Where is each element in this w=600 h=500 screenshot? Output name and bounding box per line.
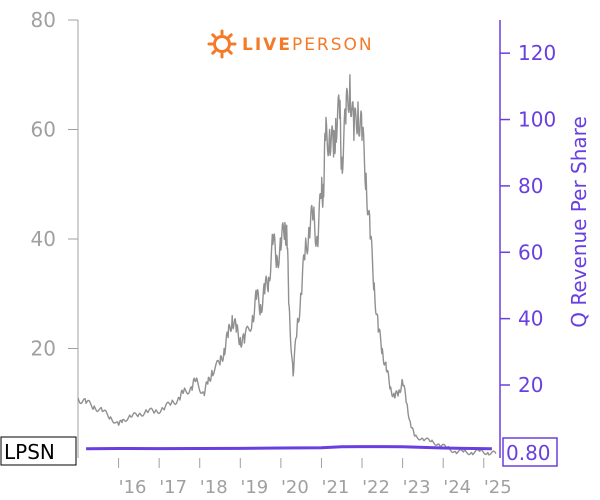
- x-tick-label: '20: [281, 477, 309, 498]
- x-tick-label: '22: [362, 477, 390, 498]
- liveperson-logo: LIVEPERSON: [207, 29, 374, 59]
- ticker-label: LPSN: [4, 440, 55, 464]
- revenue-value-label: 0.80: [506, 441, 551, 465]
- sun-logo-icon: [207, 29, 237, 59]
- left-tick-label: 40: [31, 227, 56, 251]
- logo-text-person: PERSON: [292, 35, 374, 55]
- x-tick-label: '21: [322, 477, 350, 498]
- x-tick-label: '16: [119, 477, 147, 498]
- right-tick-label: 60: [518, 240, 543, 264]
- right-tick-label: 40: [518, 307, 543, 331]
- revenue-series-line: [86, 445, 492, 451]
- left-axis: 20 40 60 80: [31, 8, 79, 458]
- x-axis: '16 '17 '18 '19 '20 '21 '22 '23 '24 '25: [118, 458, 512, 498]
- x-tick-label: '18: [200, 477, 228, 498]
- right-axis: 20 40 60 80 100 120 Q Revenue Per Share: [499, 20, 591, 458]
- ticker-box: LPSN: [0, 436, 77, 466]
- revenue-value-box: 0.80: [502, 437, 558, 467]
- x-tick-label: '24: [443, 477, 471, 498]
- x-tick-label: '25: [484, 477, 512, 498]
- left-tick-label: 80: [31, 8, 56, 32]
- x-axis-ticks: '16 '17 '18 '19 '20 '21 '22 '23 '24 '25: [118, 458, 512, 498]
- left-tick-label: 20: [31, 337, 56, 361]
- right-tick-label: 100: [518, 108, 556, 132]
- price-series-line: [77, 74, 497, 456]
- x-tick-label: '19: [240, 477, 268, 498]
- x-tick-label: '23: [403, 477, 431, 498]
- right-axis-label: Q Revenue Per Share: [567, 116, 591, 328]
- x-tick-label: '17: [159, 477, 187, 498]
- logo-text: LIVEPERSON: [242, 35, 374, 55]
- right-tick-label: 80: [518, 174, 543, 198]
- right-tick-label: 20: [518, 373, 543, 397]
- left-axis-ticks: 20 40 60 80: [31, 8, 78, 361]
- left-tick-label: 60: [31, 118, 56, 142]
- series-layer: [77, 74, 497, 456]
- right-tick-label: 120: [518, 41, 556, 65]
- logo-text-live: LIVE: [242, 35, 292, 55]
- right-axis-ticks: 20 40 60 80 100 120: [500, 41, 556, 397]
